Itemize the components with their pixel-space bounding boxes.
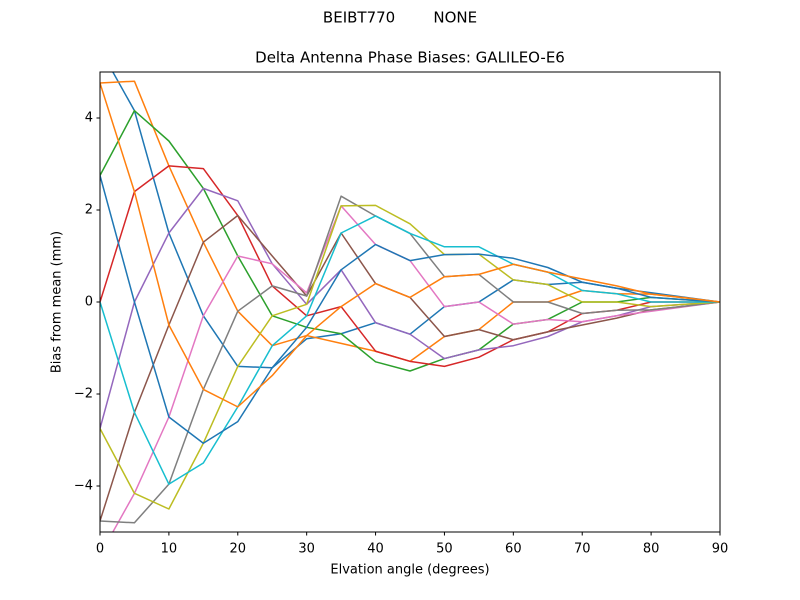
x-tick-label: 0 [96,542,104,557]
data-line [100,215,720,485]
x-tick-label: 10 [161,542,178,557]
plot-area [100,72,720,532]
x-tick-label: 60 [505,542,522,557]
data-line [100,82,720,408]
y-tick-label: 4 [85,111,93,126]
x-tick-label: 30 [298,542,315,557]
x-tick-label: 80 [643,542,660,557]
suptitle: BEIBT770 NONE [323,9,477,27]
x-axis-label: Elvation angle (degrees) [330,563,489,578]
x-tick-label: 50 [436,542,453,557]
x-tick-label: 70 [574,542,591,557]
y-tick-label: 0 [85,295,93,310]
y-axis-label: Bias from mean (mm) [50,231,65,373]
chart-title: Delta Antenna Phase Biases: GALILEO-E6 [255,49,565,67]
x-tick-label: 90 [712,542,729,557]
x-tick-label: 20 [230,542,247,557]
data-line [100,175,720,444]
x-tick-label: 40 [367,542,384,557]
y-tick-label: −4 [74,479,93,494]
y-tick-label: −2 [74,387,93,402]
y-tick-label: 2 [85,203,93,218]
